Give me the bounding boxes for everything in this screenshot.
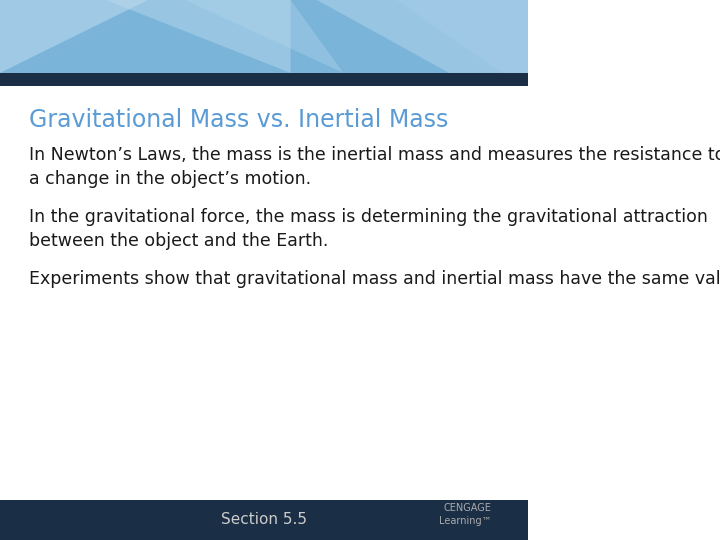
Polygon shape (396, 0, 528, 73)
Text: Experiments show that gravitational mass and inertial mass have the same value.: Experiments show that gravitational mass… (29, 270, 720, 288)
Polygon shape (106, 0, 291, 73)
Text: CENGAGE
Learning™: CENGAGE Learning™ (439, 503, 491, 526)
Text: In Newton’s Laws, the mass is the inertial mass and measures the resistance to
a: In Newton’s Laws, the mass is the inerti… (29, 146, 720, 188)
FancyBboxPatch shape (0, 500, 528, 540)
FancyBboxPatch shape (0, 0, 528, 73)
Text: Section 5.5: Section 5.5 (221, 512, 307, 527)
Text: In the gravitational force, the mass is determining the gravitational attraction: In the gravitational force, the mass is … (29, 208, 708, 250)
Text: Gravitational Mass vs. Inertial Mass: Gravitational Mass vs. Inertial Mass (29, 108, 449, 132)
Polygon shape (0, 0, 148, 73)
FancyBboxPatch shape (0, 73, 528, 86)
Polygon shape (185, 0, 343, 73)
Polygon shape (317, 0, 528, 73)
